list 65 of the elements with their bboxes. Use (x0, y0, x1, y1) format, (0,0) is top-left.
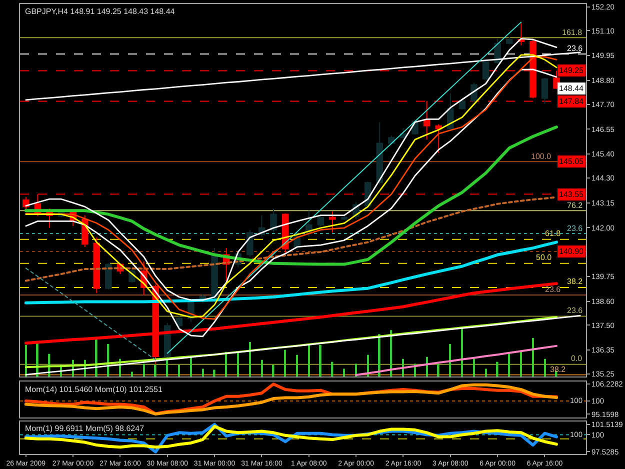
bar (166, 360, 168, 377)
annotation: 161.8 (562, 28, 583, 37)
candlestick (447, 92, 454, 130)
bar (296, 354, 298, 377)
annotation: 23.6 (567, 44, 584, 53)
candlestick (93, 236, 100, 294)
candlestick (211, 248, 218, 300)
ref-line-label: 143.55 (559, 190, 584, 199)
bar (213, 370, 216, 377)
chart-title: Mom(1) 99.6911 Mom(5) 98.6247 (25, 424, 145, 433)
candlestick (317, 214, 324, 226)
candlestick (435, 124, 442, 154)
candlestick (506, 36, 513, 45)
bar (532, 338, 534, 377)
annotation: 38.2 (567, 277, 584, 286)
ref-line-label: 140.90 (559, 247, 584, 256)
candlestick (541, 78, 548, 104)
bar (343, 368, 345, 377)
annotation: 23.6 (545, 285, 562, 294)
bar (367, 354, 369, 377)
annotation: 23.6 (567, 306, 584, 315)
candlestick (246, 229, 254, 258)
bar (308, 344, 310, 377)
annotation: 0.0 (571, 354, 583, 363)
annotation: 76.2 (567, 201, 584, 210)
candlestick (270, 208, 277, 234)
bar (190, 356, 192, 377)
chart-title: Mom(14) 101.5460 Mom(10) 101.2551 (25, 385, 163, 394)
line-series (25, 314, 581, 376)
ref-line-label: 147.84 (559, 97, 584, 106)
annotation: 38.2 (550, 365, 566, 374)
bar (496, 362, 498, 377)
ref-line-label: 145.05 (559, 157, 584, 166)
annotation: 61.8 (545, 229, 562, 238)
bar (284, 350, 286, 377)
bar (544, 358, 546, 377)
line-series (25, 268, 156, 360)
chart-title: GBPJPY,H4 148.91 149.25 148.43 148.44 (25, 7, 176, 16)
bar (202, 368, 204, 377)
bar (437, 364, 440, 377)
bar (249, 342, 251, 377)
bar (319, 344, 322, 377)
bar (473, 358, 475, 377)
bar (485, 368, 487, 377)
annotation: 148.44 (559, 84, 584, 93)
annotation: 23.6 (567, 224, 584, 233)
bar (261, 360, 263, 377)
bar (520, 352, 522, 377)
annotation: 50.0 (536, 253, 552, 262)
candlestick (329, 210, 336, 234)
line-series (24, 424, 558, 449)
bar (154, 364, 156, 377)
line-series (24, 126, 558, 266)
bar (131, 372, 133, 377)
bar (143, 364, 145, 377)
bar (178, 364, 180, 377)
candlestick (105, 262, 112, 290)
line-series (24, 240, 558, 304)
candlestick (376, 122, 384, 186)
candlestick (482, 59, 490, 82)
bar (461, 327, 463, 377)
ref-line-label: 149.25 (559, 66, 584, 75)
bar (237, 352, 239, 377)
bar (508, 354, 510, 377)
annotation: 100.0 (531, 152, 552, 161)
